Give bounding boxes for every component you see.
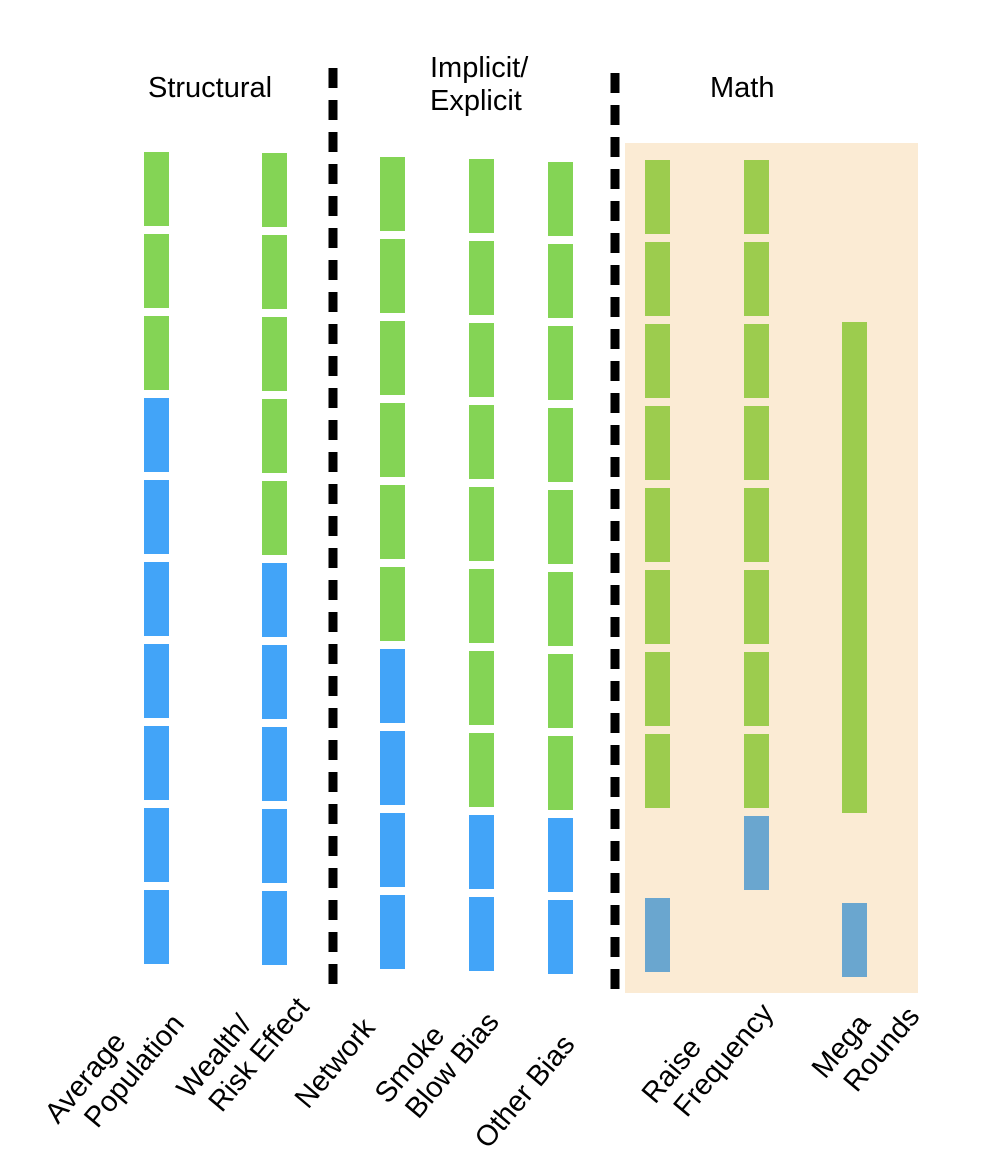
col1-blue-block-6	[144, 562, 169, 636]
col5-green-block-3	[548, 326, 573, 400]
col2-blue-block-7	[262, 645, 287, 719]
col3-blue-block-10	[380, 895, 405, 969]
col-label-average-population: Average Population	[39, 987, 191, 1151]
col5-green-block-1	[548, 162, 573, 236]
col4-blue-block-9	[469, 815, 494, 889]
col1-blue-block-8	[144, 726, 169, 800]
col4-green-block-7	[469, 651, 494, 725]
col6-green-block-7	[645, 652, 670, 726]
col3-green-block-1	[380, 157, 405, 231]
col2-green-block-1	[262, 153, 287, 227]
col5-green-block-7	[548, 654, 573, 728]
col7-green-block-4	[744, 406, 769, 480]
math-section-panel	[625, 143, 918, 993]
col6-green-block-3	[645, 324, 670, 398]
col5-green-block-5	[548, 490, 573, 564]
col2-blue-block-9	[262, 809, 287, 883]
col1-blue-block-7	[144, 644, 169, 718]
col5-green-block-2	[548, 244, 573, 318]
col6-green-block-5	[645, 488, 670, 562]
col3-green-block-3	[380, 321, 405, 395]
bar-blocks	[144, 152, 867, 977]
col7-blue-block-9	[744, 816, 769, 890]
col7-green-block-2	[744, 242, 769, 316]
col4-green-block-8	[469, 733, 494, 807]
mega-rounds-blue-block	[842, 903, 867, 977]
col-label-raise-frequency: Raise Frequency	[636, 976, 781, 1131]
col1-blue-block-10	[144, 890, 169, 964]
col3-blue-block-9	[380, 813, 405, 887]
col6-green-block-6	[645, 570, 670, 644]
col7-green-block-5	[744, 488, 769, 562]
col3-green-block-2	[380, 239, 405, 313]
col1-blue-block-5	[144, 480, 169, 554]
col4-green-block-1	[469, 159, 494, 233]
col7-green-block-3	[744, 324, 769, 398]
col1-green-block-2	[144, 234, 169, 308]
col2-green-block-2	[262, 235, 287, 309]
col6-green-block-2	[645, 242, 670, 316]
col5-blue-block-10	[548, 900, 573, 974]
col5-green-block-6	[548, 572, 573, 646]
col5-green-block-8	[548, 736, 573, 810]
col2-blue-block-8	[262, 727, 287, 801]
col3-green-block-4	[380, 403, 405, 477]
col6-green-block-4	[645, 406, 670, 480]
col4-green-block-2	[469, 241, 494, 315]
col7-green-block-6	[744, 570, 769, 644]
col4-green-block-6	[469, 569, 494, 643]
section-title-implicit-explicit: Implicit/ Explicit	[430, 52, 536, 117]
col5-green-block-4	[548, 408, 573, 482]
col4-blue-block-10	[469, 897, 494, 971]
col2-blue-block-6	[262, 563, 287, 637]
col3-green-block-6	[380, 567, 405, 641]
col6-green-block-8	[645, 734, 670, 808]
col4-green-block-5	[469, 487, 494, 561]
col7-green-block-7	[744, 652, 769, 726]
col-label-wealth-risk-effect: Wealth/ Risk Effect	[171, 971, 316, 1126]
section-title-math: Math	[710, 72, 774, 104]
col1-blue-block-9	[144, 808, 169, 882]
col2-green-block-5	[262, 481, 287, 555]
col1-green-block-1	[144, 152, 169, 226]
col-label-smoke-blow-bias: Smoke Blow Bias	[369, 985, 506, 1130]
col2-green-block-4	[262, 399, 287, 473]
col6-green-block-1	[645, 160, 670, 234]
col4-green-block-3	[469, 323, 494, 397]
col2-green-block-3	[262, 317, 287, 391]
col3-blue-block-8	[380, 731, 405, 805]
section-title-structural: Structural	[148, 72, 272, 104]
col5-blue-block-9	[548, 818, 573, 892]
col2-blue-block-10	[262, 891, 287, 965]
col3-blue-block-7	[380, 649, 405, 723]
col1-green-block-3	[144, 316, 169, 390]
col6-blue-block-10	[645, 898, 670, 972]
mega-rounds-green-bar	[842, 322, 867, 813]
col-label-mega-rounds: Mega Rounds	[806, 980, 926, 1106]
col7-green-block-1	[744, 160, 769, 234]
col7-green-block-8	[744, 734, 769, 808]
col1-blue-block-4	[144, 398, 169, 472]
col4-green-block-4	[469, 405, 494, 479]
col3-green-block-5	[380, 485, 405, 559]
